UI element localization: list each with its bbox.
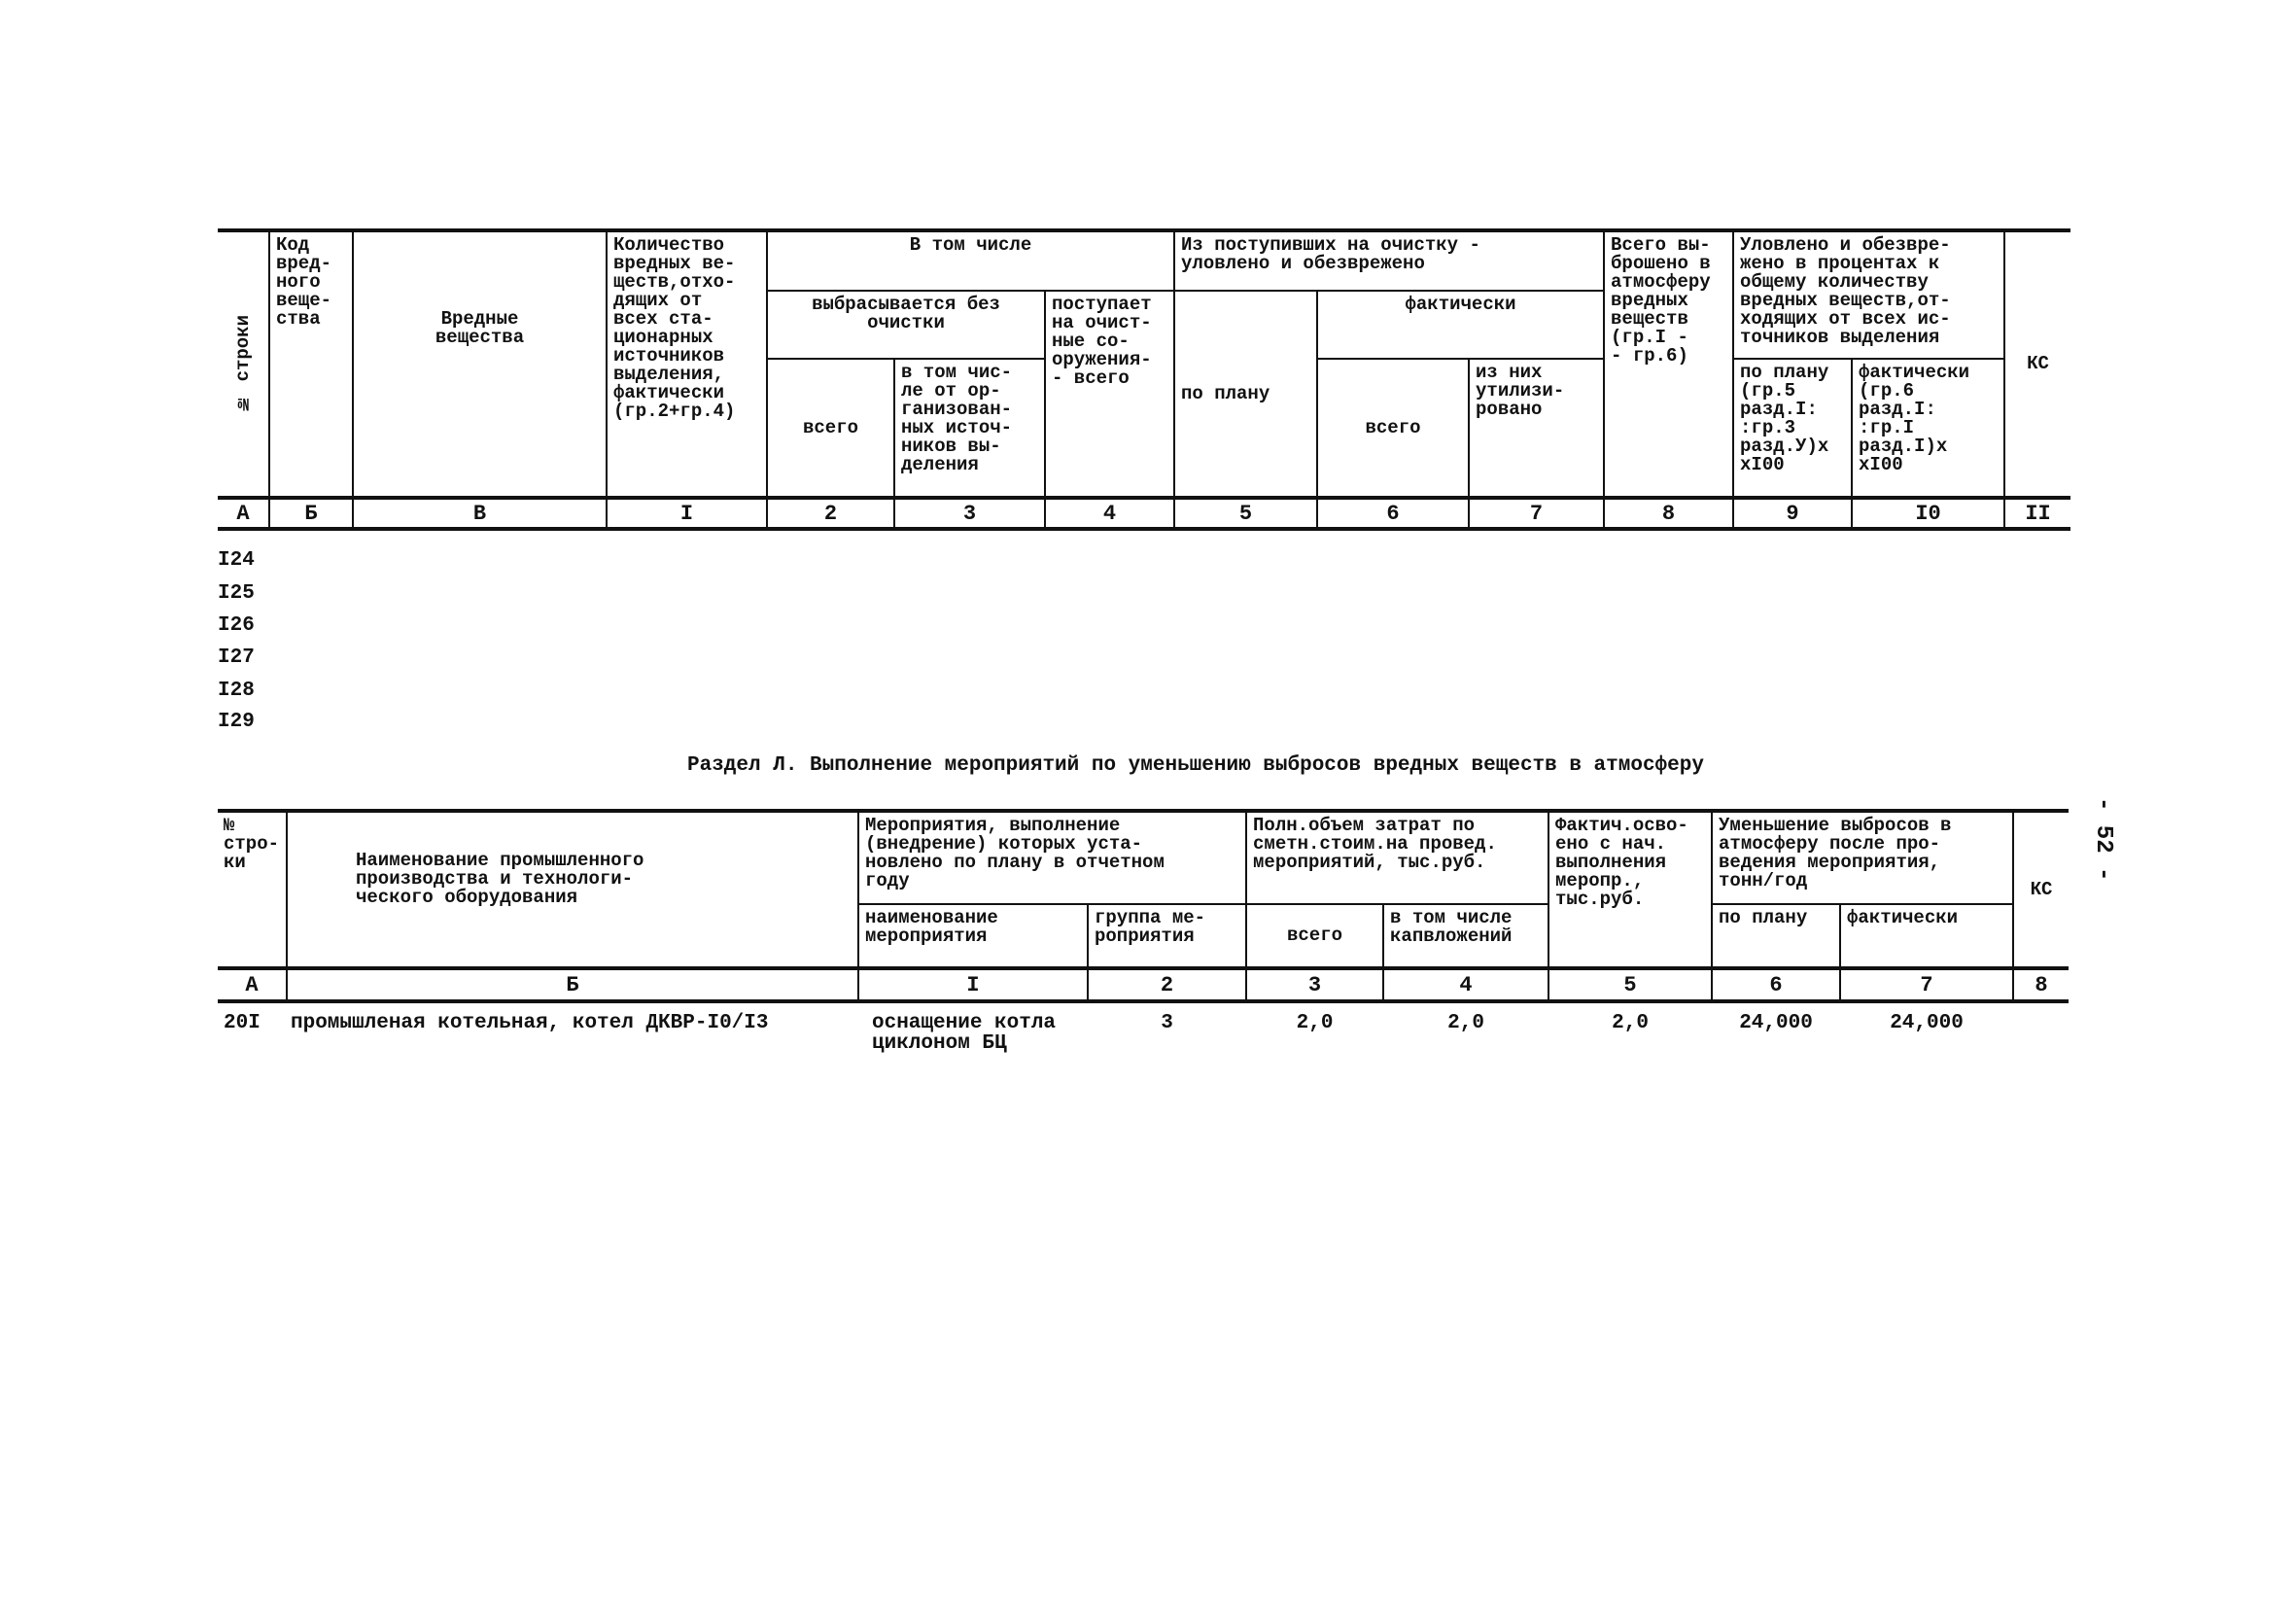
cell-reduction-actual: 24,000 bbox=[1890, 1012, 1964, 1034]
col-num: Б bbox=[268, 496, 354, 531]
header-mastered: Фактич.осво- ено с нач. выполнения мероп… bbox=[1548, 809, 1714, 968]
cell-measure-name: оснащение котла циклоном БЦ bbox=[872, 1012, 1057, 1055]
header-captured: Из поступивших на очистку - уловлено и о… bbox=[1173, 228, 1606, 291]
col-num: II bbox=[2003, 496, 2071, 531]
header-emitted-no-cleaning: выбрасывается без очистки bbox=[766, 290, 1046, 359]
col-num: 4 bbox=[1382, 966, 1550, 1003]
header-emitted-total: всего bbox=[766, 358, 895, 498]
cell-cost-capital: 2,0 bbox=[1447, 1012, 1484, 1034]
header-percent-actual: фактически (гр.6 разд.I: :гр.I разд.I)х … bbox=[1851, 358, 2006, 498]
header-measure-group: группа ме- роприятия bbox=[1086, 903, 1248, 968]
col-num: 6 bbox=[1316, 496, 1471, 531]
col-num: 5 bbox=[1173, 496, 1319, 531]
row-number: I27 bbox=[218, 646, 255, 669]
header-measure-name: наименование мероприятия bbox=[857, 903, 1089, 968]
cell-row-no: 20I bbox=[224, 1012, 261, 1034]
col-num: 9 bbox=[1732, 496, 1854, 531]
header-including: В том числе bbox=[765, 228, 1176, 291]
col-num: 7 bbox=[1468, 496, 1606, 531]
col-num: I bbox=[606, 496, 768, 531]
col-num: А bbox=[218, 496, 270, 531]
col-num: I0 bbox=[1851, 496, 2006, 531]
header-total-emitted: Всего вы- брошено в атмосферу вредных ве… bbox=[1603, 228, 1735, 498]
header-code: Код вред- ного веще- ства bbox=[268, 228, 354, 498]
col-num: 6 bbox=[1711, 966, 1842, 1003]
col-num: 3 bbox=[893, 496, 1046, 531]
row-number: I24 bbox=[218, 549, 255, 572]
cell-mastered: 2,0 bbox=[1612, 1012, 1649, 1034]
header-measures: Мероприятия, выполнение (внедрение) кото… bbox=[856, 809, 1248, 904]
cell-reduction-plan: 24,000 bbox=[1739, 1012, 1813, 1034]
header-row-no: № строки bbox=[218, 228, 270, 498]
header-captured-actual: фактически bbox=[1316, 290, 1606, 359]
header-quantity: Количество вредных ве- ществ,отхо- дящих… bbox=[606, 228, 768, 498]
header-percent: Уловлено и обезвре- жено в процентах к о… bbox=[1732, 228, 2006, 359]
page-number: - 52 - bbox=[2090, 797, 2116, 882]
header-reduction: Уменьшение выбросов в атмосферу после пр… bbox=[1711, 809, 2015, 904]
col-num: 4 bbox=[1043, 496, 1176, 531]
header-reduction-actual: фактически bbox=[1839, 903, 2015, 968]
row-number: I26 bbox=[218, 614, 255, 637]
header-cost-total: всего bbox=[1245, 903, 1385, 968]
col-num: 8 bbox=[2012, 966, 2070, 1003]
header-ks: КС bbox=[2012, 809, 2070, 968]
cell-measure-group: 3 bbox=[1161, 1012, 1173, 1034]
col-num: Б bbox=[286, 966, 859, 1003]
row-number: I25 bbox=[218, 582, 255, 605]
cell-cost-total: 2,0 bbox=[1296, 1012, 1334, 1034]
cell-production: промышленая котельная, котел ДКВР-I0/I3 bbox=[291, 1012, 769, 1034]
emissions-table: № строки Код вред- ного веще- ства Вредн… bbox=[218, 228, 2071, 531]
header-row-no: № стро- ки bbox=[218, 809, 288, 968]
header-substances: Вредные вещества bbox=[352, 228, 608, 498]
header-emitted-organized: в том чис- ле от ор- ганизован- ных исто… bbox=[893, 358, 1046, 498]
col-num: В bbox=[352, 496, 608, 531]
header-production: Наименование промышленного производства … bbox=[286, 809, 859, 968]
row-number: I29 bbox=[218, 711, 255, 733]
header-captured-plan: по плану bbox=[1173, 290, 1319, 498]
header-cost-capital: в том числе капвложений bbox=[1382, 903, 1550, 968]
header-captured-utilized: из них утилизи- ровано bbox=[1468, 358, 1606, 498]
header-captured-actual-total: всего bbox=[1316, 358, 1471, 498]
col-num: 5 bbox=[1548, 966, 1714, 1003]
col-num: А bbox=[218, 966, 288, 1003]
header-ks: КС bbox=[2003, 228, 2071, 498]
section-title: Раздел Л. Выполнение мероприятий по умен… bbox=[687, 754, 1704, 777]
header-to-cleaning: поступает на очист- ные со- оружения- - … bbox=[1043, 290, 1176, 498]
col-num: 2 bbox=[1086, 966, 1248, 1003]
measures-table: № стро- ки Наименование промышленного пр… bbox=[218, 809, 2070, 1058]
cell-ks bbox=[2013, 1001, 2069, 1058]
row-number: I28 bbox=[218, 680, 255, 702]
col-num: 8 bbox=[1603, 496, 1735, 531]
col-num: 2 bbox=[766, 496, 895, 531]
col-num: 7 bbox=[1839, 966, 2015, 1003]
header-percent-plan: по плану (гр.5 разд.I: :гр.3 разд.У)х хI… bbox=[1732, 358, 1854, 498]
col-num: I bbox=[857, 966, 1089, 1003]
header-reduction-plan: по плану bbox=[1711, 903, 1842, 968]
table-row: 20I промышленая котельная, котел ДКВР-I0… bbox=[218, 1001, 2069, 1058]
col-num: 3 bbox=[1245, 966, 1385, 1003]
header-cost: Полн.объем затрат по сметн.стоим.на пров… bbox=[1245, 809, 1550, 904]
